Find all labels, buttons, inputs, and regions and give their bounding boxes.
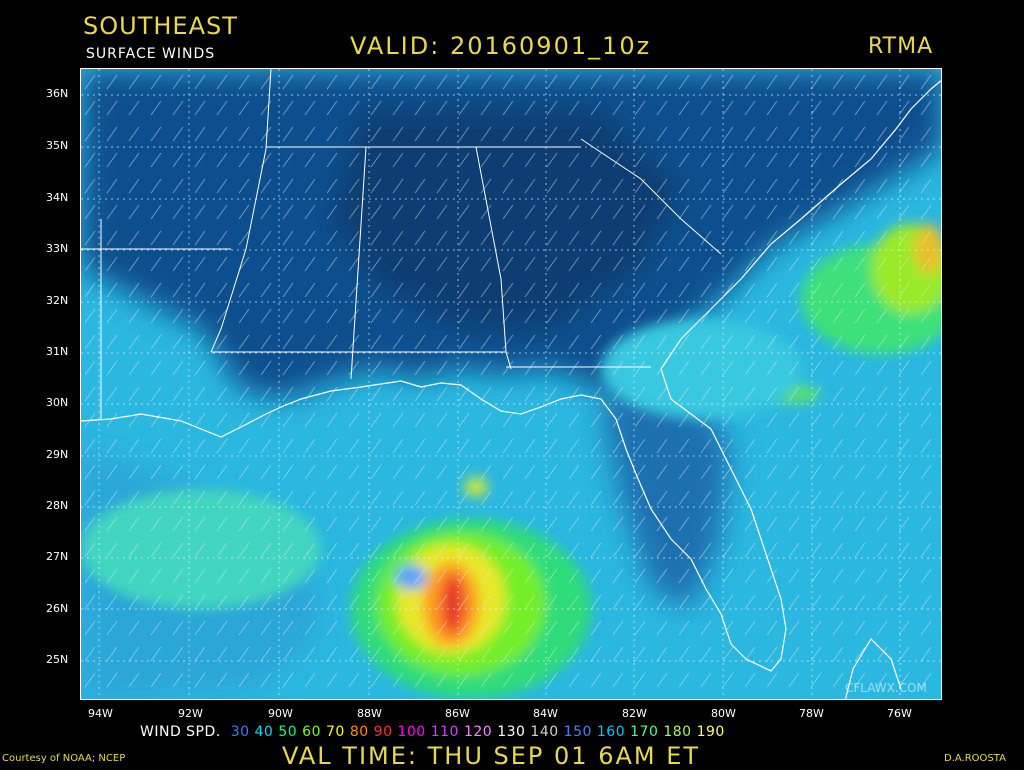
valid-time-footer: VAL TIME: THU SEP 01 6AM ET	[282, 742, 701, 770]
model-label: RTMA	[868, 34, 934, 59]
legend-value-110: 110	[430, 724, 459, 740]
legend-value-90: 90	[373, 724, 393, 740]
lat-label-25n: 25N	[46, 653, 69, 666]
legend-items: 30 40 50 60 70 80 90 100 110 120 130 140 150 160 170 18…	[231, 724, 730, 740]
lat-label-34n: 34N	[46, 191, 69, 204]
lon-label-90w: 90W	[268, 707, 293, 720]
legend-value-140: 140	[530, 724, 559, 740]
wind-speed-legend: WIND SPD. 30 40 50 60 70 80 90 100 110 120 130 140 1…	[140, 724, 735, 740]
lat-label-36n: 36N	[46, 87, 69, 100]
lon-label-78w: 78W	[799, 707, 824, 720]
coastline	[81, 79, 941, 699]
legend-value-150: 150	[563, 724, 592, 740]
legend-value-50: 50	[278, 724, 298, 740]
lon-label-82w: 82W	[622, 707, 647, 720]
lon-label-88w: 88W	[357, 707, 382, 720]
lat-label-35n: 35N	[46, 139, 69, 152]
courtesy-credit: Courtesy of NOAA; NCEP	[2, 753, 126, 764]
lon-label-76w: 76W	[887, 707, 912, 720]
legend-value-160: 160	[596, 724, 626, 740]
lat-label-26n: 26N	[46, 602, 69, 615]
state-borders	[81, 69, 722, 419]
lon-label-92w: 92W	[178, 707, 203, 720]
lat-label-27n: 27N	[46, 550, 69, 563]
legend-value-30: 30	[230, 724, 250, 740]
valid-time-label: VALID: 20160901_10z	[350, 32, 652, 60]
watermark: CFLAWX.COM	[845, 681, 927, 695]
lat-label-30n: 30N	[46, 396, 69, 409]
legend-label: WIND SPD.	[140, 724, 221, 740]
lon-label-94w: 94W	[88, 707, 113, 720]
product-subtitle: SURFACE WINDS	[86, 46, 216, 62]
legend-value-190: 190	[696, 724, 725, 740]
legend-value-100: 100	[397, 724, 426, 740]
lat-label-31n: 31N	[46, 345, 69, 358]
legend-value-130: 130	[497, 724, 526, 740]
author-credit: D.A.ROOSTA	[944, 753, 1006, 764]
lon-label-86w: 86W	[445, 707, 470, 720]
legend-value-120: 120	[463, 724, 493, 740]
lat-label-28n: 28N	[46, 499, 69, 512]
region-title: SOUTHEAST	[83, 12, 238, 40]
legend-value-40: 40	[254, 724, 274, 740]
lon-label-80w: 80W	[711, 707, 736, 720]
legend-value-170: 170	[630, 724, 659, 740]
wind-barbs	[81, 69, 941, 699]
wind-speed-map	[80, 68, 942, 700]
legend-value-60: 60	[302, 724, 321, 740]
legend-value-180: 180	[663, 724, 692, 740]
lat-label-32n: 32N	[46, 294, 69, 307]
lon-label-84w: 84W	[533, 707, 558, 720]
lat-label-33n: 33N	[46, 242, 69, 255]
legend-value-70: 70	[326, 724, 345, 740]
legend-value-80: 80	[349, 724, 369, 740]
lat-label-29n: 29N	[46, 448, 69, 461]
